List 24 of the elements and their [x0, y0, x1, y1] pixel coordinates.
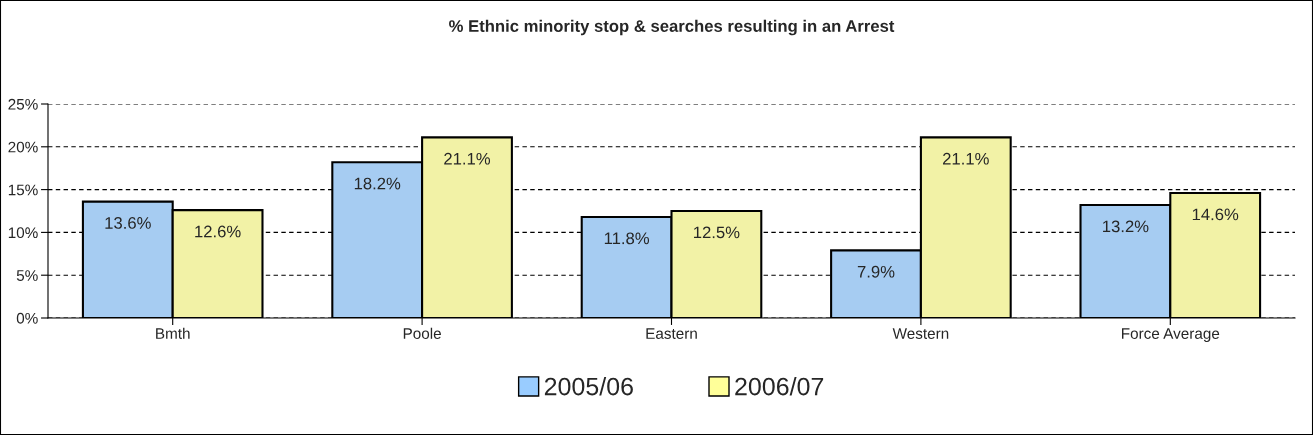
data-label: 18.2%	[354, 177, 401, 190]
data-label: 11.8%	[604, 232, 650, 245]
x-tick-label: Western	[892, 328, 949, 339]
data-label: 12.6%	[195, 225, 241, 238]
data-label: 21.1%	[943, 152, 989, 165]
legend-label: 2006/07	[735, 377, 824, 396]
data-label: 14.6%	[1192, 208, 1239, 221]
data-label: 21.1%	[444, 152, 491, 165]
y-tick-label: 5%	[16, 270, 38, 281]
x-tick-label: Force Average	[1122, 328, 1220, 342]
legend-label: 2005/06	[544, 377, 633, 396]
data-label: 13.6%	[105, 217, 151, 229]
data-label: 12.5%	[694, 226, 740, 239]
y-tick-label: 15%	[8, 184, 38, 196]
y-tick-label: 0%	[16, 312, 38, 324]
x-tick-label: Eastern	[646, 328, 697, 339]
x-tick-label: Poole	[403, 327, 441, 339]
data-label: 13.2%	[1103, 220, 1149, 233]
y-tick-label: 25%	[8, 98, 38, 110]
y-tick-label: 10%	[8, 227, 38, 239]
chart-title: % Ethnic minority stop & searches resulting in an Arrest	[449, 19, 895, 36]
x-tick-label: Bmth	[156, 327, 190, 339]
y-tick-label: 20%	[8, 141, 38, 153]
data-label: 7.9%	[857, 265, 895, 278]
